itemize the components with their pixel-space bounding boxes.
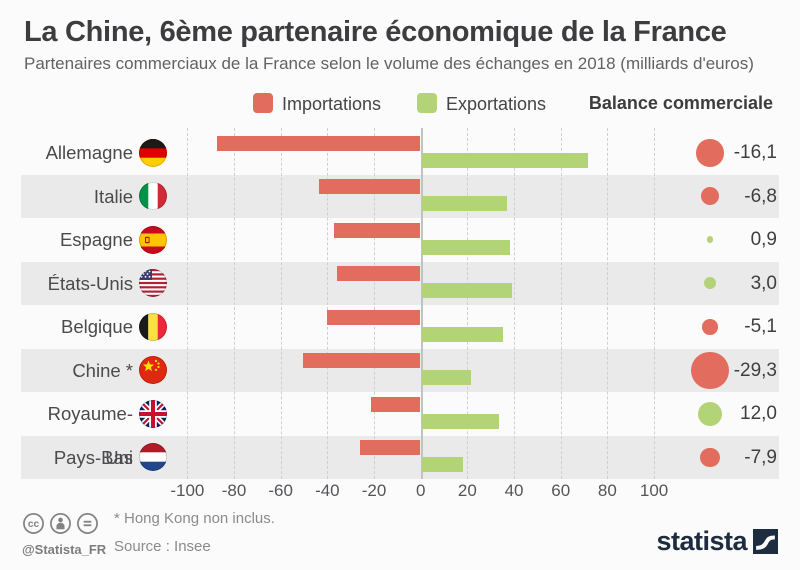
country-label: Chine * — [72, 359, 133, 381]
flag-netherlands-icon — [139, 443, 167, 471]
balance-bubble — [702, 318, 718, 335]
table-row: Italie -6,8 — [21, 174, 779, 218]
export-bar — [422, 283, 512, 298]
balance-value: 0,9 — [750, 229, 777, 250]
x-axis-tick-label: 100 — [639, 481, 669, 500]
balance-value: -6,8 — [744, 185, 777, 207]
gridline — [467, 128, 469, 479]
balance-value: -7,9 — [744, 446, 777, 468]
x-axis-tick-label: -80 — [221, 481, 247, 500]
export-bar — [422, 457, 464, 472]
export-bar — [422, 196, 508, 211]
country-label: Espagne — [59, 229, 133, 250]
x-axis-tick-label: -60 — [268, 481, 293, 500]
table-row: Pays-Bas -7,9 — [21, 435, 779, 479]
gridline — [280, 128, 282, 479]
flag-usa-icon — [139, 269, 167, 297]
export-bar — [422, 239, 511, 255]
table-row: Allemagne -16,1 — [21, 131, 779, 175]
svg-text:cc: cc — [28, 519, 40, 530]
country-label: Pays-Bas — [53, 446, 133, 468]
x-axis-tick-label: 0 — [415, 481, 426, 500]
attribution-icon — [49, 512, 72, 535]
license-icons: cc — [22, 512, 99, 535]
exports-legend-swatch — [417, 93, 437, 113]
export-bar — [422, 326, 504, 342]
export-bar — [422, 152, 588, 168]
exports-legend-label: Exportations — [446, 94, 547, 114]
flag-germany-icon — [139, 138, 167, 167]
statista-logo: statista — [656, 528, 778, 555]
imports-legend-label: Importations — [282, 94, 382, 114]
country-label: Belgique — [60, 316, 133, 337]
flag-china-icon — [139, 356, 167, 384]
import-bar — [337, 266, 420, 281]
gridline — [514, 128, 516, 479]
x-axis-tick-label: -100 — [170, 481, 205, 500]
chart-area: Allemagne -16,1 Italie -6,8 Espagne 0,9 États-… — [21, 128, 779, 500]
x-axis-tick-label: -20 — [361, 481, 387, 500]
zero-axis-line — [420, 128, 423, 479]
gridline — [234, 128, 236, 479]
page-subtitle: Partenaires commerciaux de la France sel… — [24, 54, 754, 73]
imports-legend-swatch — [253, 93, 273, 113]
table-row: Belgique -5,1 — [21, 305, 779, 349]
table-row: Espagne 0,9 — [21, 218, 779, 262]
export-bar — [422, 413, 499, 429]
footnote: * Hong Kong non inclus. — [114, 510, 275, 527]
import-bar — [371, 396, 420, 412]
table-row: Royaume-Uni 12,0 — [21, 392, 779, 468]
import-bar — [333, 222, 420, 238]
statista-handle: @Statista_FR — [22, 542, 107, 557]
statista-wordmark: statista — [656, 526, 747, 556]
flag-spain-icon — [139, 225, 167, 254]
balance-bubble — [698, 401, 722, 426]
import-bar — [326, 309, 420, 325]
x-axis-tick-label: 80 — [597, 481, 617, 500]
x-axis-tick-label: 20 — [457, 481, 477, 500]
gridline — [560, 128, 562, 479]
equal-icon — [76, 512, 99, 535]
balance-bubble — [706, 236, 714, 243]
country-label: États-Unis — [47, 272, 133, 294]
balance-bubble — [700, 447, 720, 467]
import-bar — [216, 135, 420, 151]
gridline — [327, 128, 329, 479]
statista-logo-icon — [753, 529, 778, 554]
flag-italy-icon — [139, 182, 167, 210]
x-axis-tick-label: 60 — [551, 481, 571, 500]
gridline — [374, 128, 376, 479]
balance-column-header: Balance commerciale — [588, 93, 773, 113]
gridline — [607, 128, 609, 479]
x-axis-tick-label: -40 — [315, 481, 340, 500]
export-bar — [422, 370, 471, 385]
cc-icon: cc — [22, 512, 45, 535]
gridline — [654, 128, 656, 479]
balance-value: -16,1 — [733, 142, 777, 163]
country-label: Italie — [93, 185, 133, 207]
import-bar — [302, 353, 420, 368]
import-bar — [318, 179, 420, 194]
table-row: Chine * -29,3 — [21, 348, 779, 392]
balance-value: -5,1 — [744, 316, 777, 337]
page-title: La Chine, 6ème partenaire économique de … — [24, 16, 727, 48]
country-label: Allemagne — [45, 142, 133, 163]
country-label: Royaume-Uni — [47, 403, 133, 468]
balance-value: -29,3 — [733, 359, 777, 381]
balance-bubble — [701, 187, 719, 206]
balance-value: 3,0 — [750, 272, 777, 294]
balance-bubble — [704, 277, 716, 290]
source-note: Source : Insee — [114, 538, 211, 555]
flag-uk-icon — [139, 399, 167, 428]
import-bar — [359, 440, 420, 455]
balance-bubble — [696, 138, 724, 167]
balance-value: 12,0 — [740, 403, 777, 424]
x-axis-tick-label: 40 — [504, 481, 524, 500]
gridline — [187, 128, 189, 479]
table-row: États-Unis 3,0 — [21, 261, 779, 305]
flag-belgium-icon — [139, 312, 167, 341]
balance-bubble — [691, 351, 729, 389]
